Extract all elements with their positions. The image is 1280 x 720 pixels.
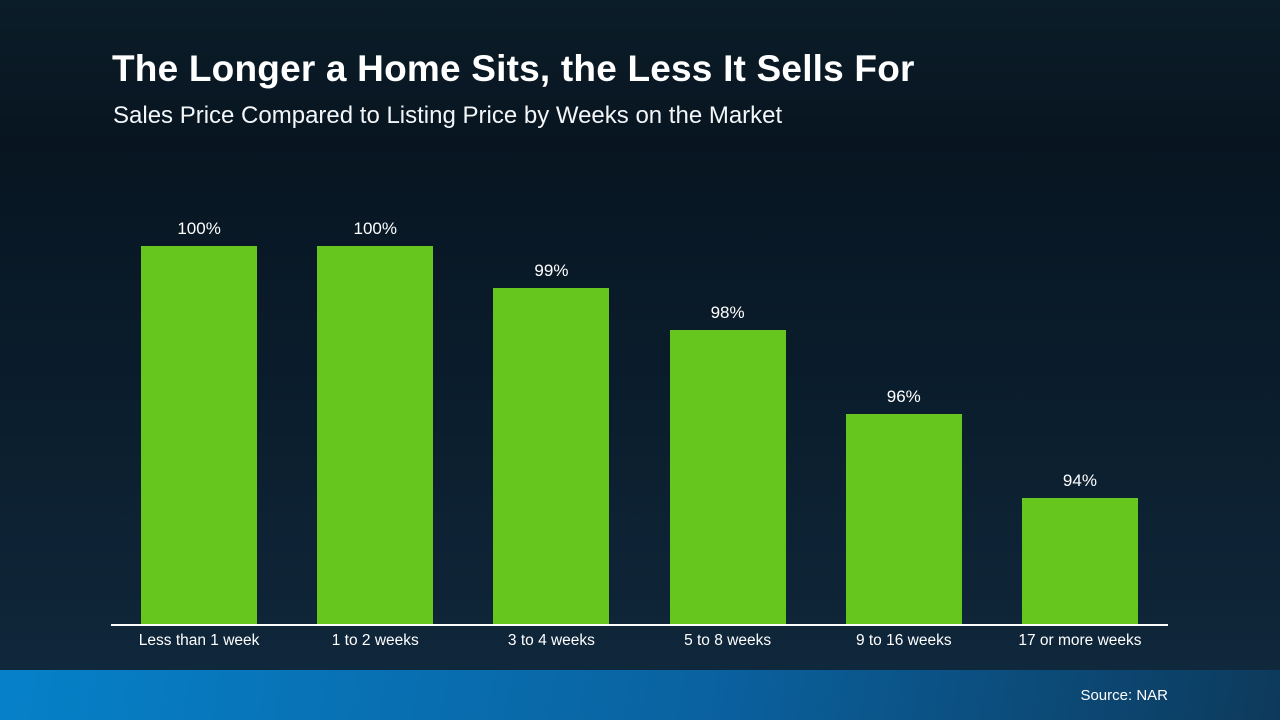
bar-value-label: 96% xyxy=(886,387,921,406)
x-axis-label: Less than 1 week xyxy=(138,632,260,649)
x-axis-label: 3 to 4 weeks xyxy=(507,632,595,649)
x-axis-label: 5 to 8 weeks xyxy=(684,632,772,649)
chart-subtitle: Sales Price Compared to Listing Price by… xyxy=(113,102,783,129)
x-axis-labels: Less than 1 week 1 to 2 weeks 3 to 4 weeks… xyxy=(111,632,1168,650)
bar-group: 96% xyxy=(816,200,992,624)
bar-value-label: 94% xyxy=(1062,471,1097,490)
bar-value-label: 100% xyxy=(353,219,397,238)
x-axis-label: 9 to 16 weeks xyxy=(855,632,952,649)
x-axis-label: 1 to 2 weeks xyxy=(331,632,419,649)
x-axis-line xyxy=(111,624,1168,626)
bar xyxy=(669,330,786,624)
bar xyxy=(1021,498,1138,624)
bar-group: 100% xyxy=(111,200,287,624)
bar-value-label: 100% xyxy=(177,219,221,238)
bar xyxy=(317,246,434,624)
bar-group: 94% xyxy=(992,200,1168,624)
bar-group: 99% xyxy=(463,200,639,624)
source-attribution: Source: NAR xyxy=(1080,686,1168,704)
bar-group: 100% xyxy=(287,200,463,624)
bar-value-label: 99% xyxy=(534,261,569,280)
bar xyxy=(493,288,610,624)
bar-chart: 100% 100% 99% 98% 96% 94% xyxy=(111,200,1168,624)
bar-group: 98% xyxy=(640,200,816,624)
bar xyxy=(845,414,962,624)
chart-title: The Longer a Home Sits, the Less It Sell… xyxy=(112,48,915,89)
bar-value-label: 98% xyxy=(710,303,745,322)
footer-bar: Source: NAR xyxy=(0,670,1280,720)
x-axis-label: 17 or more weeks xyxy=(1018,632,1142,649)
bar xyxy=(141,246,258,624)
plot-area: 100% 100% 99% 98% 96% 94% xyxy=(111,200,1168,624)
